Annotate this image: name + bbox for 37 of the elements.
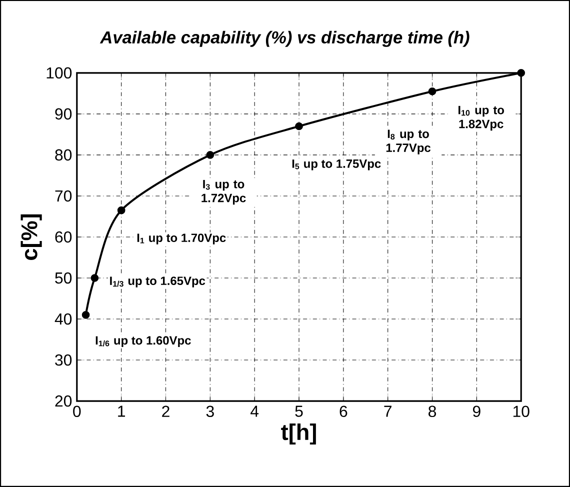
annotation: I$_{5}$ up to 1.75Vpc (292, 160, 381, 170)
y-tick-label: 60 (55, 231, 72, 243)
y-tick-label: 30 (55, 354, 72, 366)
x-tick-label: 6 (340, 406, 348, 418)
annotation: I$_{1}$ up to 1.70Vpc (137, 234, 226, 244)
point (82, 311, 90, 319)
y-tick-label: 80 (55, 149, 72, 161)
x-tick-label: 7 (384, 406, 392, 417)
annotation: I$_{1/6}$ up to 1.60Vpc (96, 336, 191, 348)
y-tick-label: 70 (55, 190, 72, 202)
point (295, 122, 303, 130)
annotation: I$_{3}$ up to 1.72Vpc (202, 180, 246, 205)
chart-title: Available capability (%) vs discharge time (h) (100, 30, 470, 47)
annotation: I$_{1/3}$ up to 1.65Vpc (110, 276, 206, 288)
y-tick-label: 90 (55, 108, 72, 120)
x-tick-label: 9 (473, 406, 480, 418)
x-tick-label: 8 (428, 406, 436, 418)
x-tick-label: 5 (295, 406, 303, 417)
annotation: I$_{8}$ up to 1.77Vpc (386, 130, 431, 154)
x-tick-label: 0 (73, 406, 81, 418)
x-tick-label: 10 (513, 406, 530, 418)
annotation: I$_{10}$ up to 1.82Vpc (458, 106, 504, 131)
x-axis-title: t[h] (281, 424, 316, 445)
y-tick-label: 100 (46, 67, 72, 79)
x-tick-label: 1 (118, 406, 125, 417)
x-tick-label: 2 (162, 406, 170, 417)
y-axis-title: c[%] (20, 214, 42, 260)
point (90, 274, 99, 282)
point (117, 206, 126, 214)
point (206, 151, 214, 159)
y-tick-label: 20 (55, 395, 72, 407)
y-tick-label: 40 (54, 313, 72, 325)
y-tick-label: 50 (55, 272, 72, 284)
point (428, 87, 436, 96)
x-tick-label: 3 (206, 406, 214, 418)
x-tick-label: 4 (250, 406, 259, 417)
point (517, 69, 526, 77)
